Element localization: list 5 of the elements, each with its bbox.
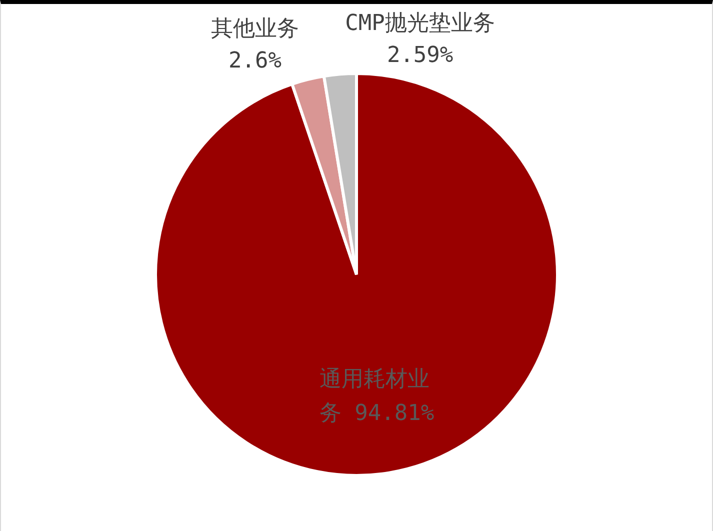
data-label: 2.6% [228, 48, 282, 74]
slice-label: 通用耗材业务 94.81% [319, 367, 434, 426]
slice-label: CMP抛光垫业务 [345, 10, 495, 36]
slice-label: 其他业务 [210, 16, 299, 42]
data-label: 2.59% [386, 42, 454, 68]
